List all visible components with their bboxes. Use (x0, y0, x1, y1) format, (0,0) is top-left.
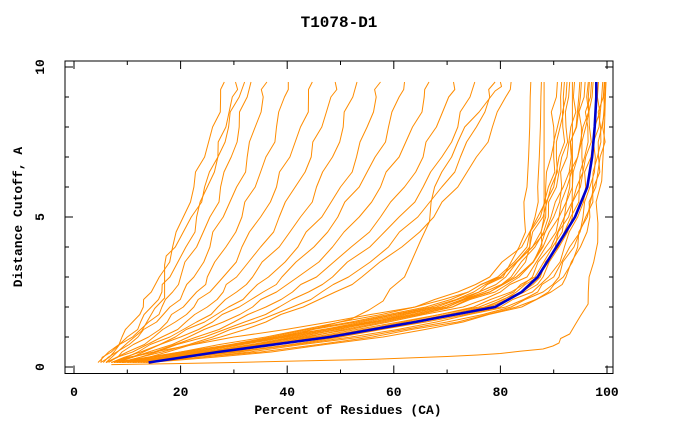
model-curve (119, 81, 476, 363)
model-curve (119, 81, 565, 363)
model-curve (148, 81, 607, 363)
model-curve (145, 81, 606, 363)
y-axis-label: Distance Cutoff, A (11, 147, 26, 288)
model-curve (121, 81, 496, 363)
x-axis-label: Percent of Residues (CA) (254, 403, 441, 418)
model-curve (111, 81, 358, 363)
model-curve (105, 81, 246, 363)
model-curve (121, 81, 571, 363)
model-curve (116, 81, 456, 363)
x-tick-label: 60 (386, 385, 402, 400)
x-tick-label: 0 (70, 385, 78, 400)
model-curve (105, 82, 289, 363)
model-curve (100, 81, 239, 363)
chart-title: T1078-D1 (301, 14, 378, 32)
y-tick-label: 5 (33, 213, 48, 221)
model-curve (143, 81, 605, 363)
model-curve (102, 81, 268, 363)
model-curve (116, 81, 430, 363)
y-tick-label: 0 (33, 363, 48, 371)
model-curve (97, 81, 225, 363)
x-tick-label: 80 (493, 385, 509, 400)
model-curve (105, 81, 313, 363)
model-curve (100, 81, 252, 363)
model-curve (111, 81, 582, 363)
x-tick-label: 100 (595, 385, 619, 400)
model-curve (129, 81, 586, 363)
model-curve (113, 81, 590, 363)
model-curve (121, 81, 502, 363)
plot-area: 0 20 40 60 80 100 0 5 10 (33, 59, 619, 400)
model-curve (116, 81, 563, 363)
y-tick-label: 10 (33, 59, 48, 75)
model-curve (121, 81, 512, 363)
x-tick-label: 20 (173, 385, 189, 400)
model-curve (108, 81, 338, 363)
x-tick-label: 40 (279, 385, 295, 400)
model-curve (124, 81, 577, 363)
highlight-curve (148, 82, 598, 364)
model-curve (121, 82, 545, 363)
model-curve (111, 81, 607, 366)
model-curve (111, 81, 381, 363)
model-curve (113, 81, 405, 363)
